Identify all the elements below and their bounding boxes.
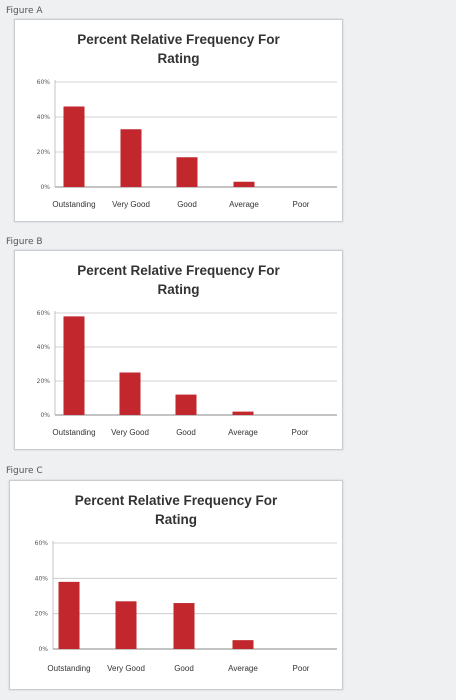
y-tick-label: 60%: [37, 79, 51, 86]
figure-c-title: Percent Relative Frequency For Rating: [74, 493, 278, 527]
figure-a-chart: Percent Relative Frequency For Rating 0%…: [14, 19, 343, 222]
category-label: Average: [229, 200, 259, 209]
y-tick-label: 0%: [40, 184, 50, 191]
category-label: Average: [228, 664, 258, 673]
y-tick-label: 60%: [35, 540, 49, 547]
category-label: Very Good: [107, 664, 145, 673]
category-label: Good: [176, 428, 196, 437]
y-tick-label: 0%: [38, 646, 48, 653]
bar: [232, 640, 254, 649]
bar: [115, 601, 137, 649]
category-label: Very Good: [112, 200, 150, 209]
figure-c-label: Figure C: [6, 466, 43, 476]
y-tick-label: 40%: [35, 575, 49, 582]
figure-a-plot: 0% 20% 40% 60% Outstanding Very Good Good Avera…: [37, 79, 337, 209]
y-tick-label: 20%: [35, 611, 49, 618]
y-tick-label: 0%: [40, 412, 50, 419]
bar: [175, 394, 197, 415]
bar: [232, 411, 254, 415]
bar: [173, 603, 195, 649]
category-label: Average: [228, 428, 258, 437]
figure-c-plot: 0% 20% 40% 60% Outstanding Very Good Good Avera…: [35, 540, 337, 673]
category-label: Poor: [292, 428, 309, 437]
figure-a-label: Figure A: [6, 6, 43, 16]
figure-b-plot: 0% 20% 40% 60% Outstanding Very Good Good Avera…: [37, 310, 337, 437]
bar: [119, 372, 141, 415]
category-label: Poor: [293, 664, 310, 673]
figure-c-chart: Percent Relative Frequency For Rating 0%…: [9, 480, 343, 690]
y-tick-label: 20%: [37, 149, 51, 156]
category-label: Outstanding: [52, 200, 95, 209]
bar: [176, 157, 198, 187]
figure-a-title: Percent Relative Frequency For Rating: [77, 32, 280, 66]
figure-b-label: Figure B: [6, 237, 43, 247]
bar: [233, 181, 255, 187]
category-label: Poor: [293, 200, 310, 209]
y-tick-label: 40%: [37, 114, 51, 121]
category-label: Outstanding: [47, 664, 90, 673]
bar: [63, 316, 85, 415]
figure-b-title: Percent Relative Frequency For Rating: [77, 263, 280, 297]
y-tick-label: 60%: [37, 310, 51, 317]
bar: [120, 129, 142, 187]
bar: [63, 106, 85, 187]
category-label: Good: [177, 200, 197, 209]
category-label: Good: [174, 664, 194, 673]
figure-b-chart: Percent Relative Frequency For Rating 0%…: [14, 250, 343, 450]
category-label: Very Good: [111, 428, 149, 437]
bar: [58, 581, 80, 649]
y-tick-label: 40%: [37, 344, 51, 351]
category-label: Outstanding: [52, 428, 95, 437]
y-tick-label: 20%: [37, 378, 51, 385]
